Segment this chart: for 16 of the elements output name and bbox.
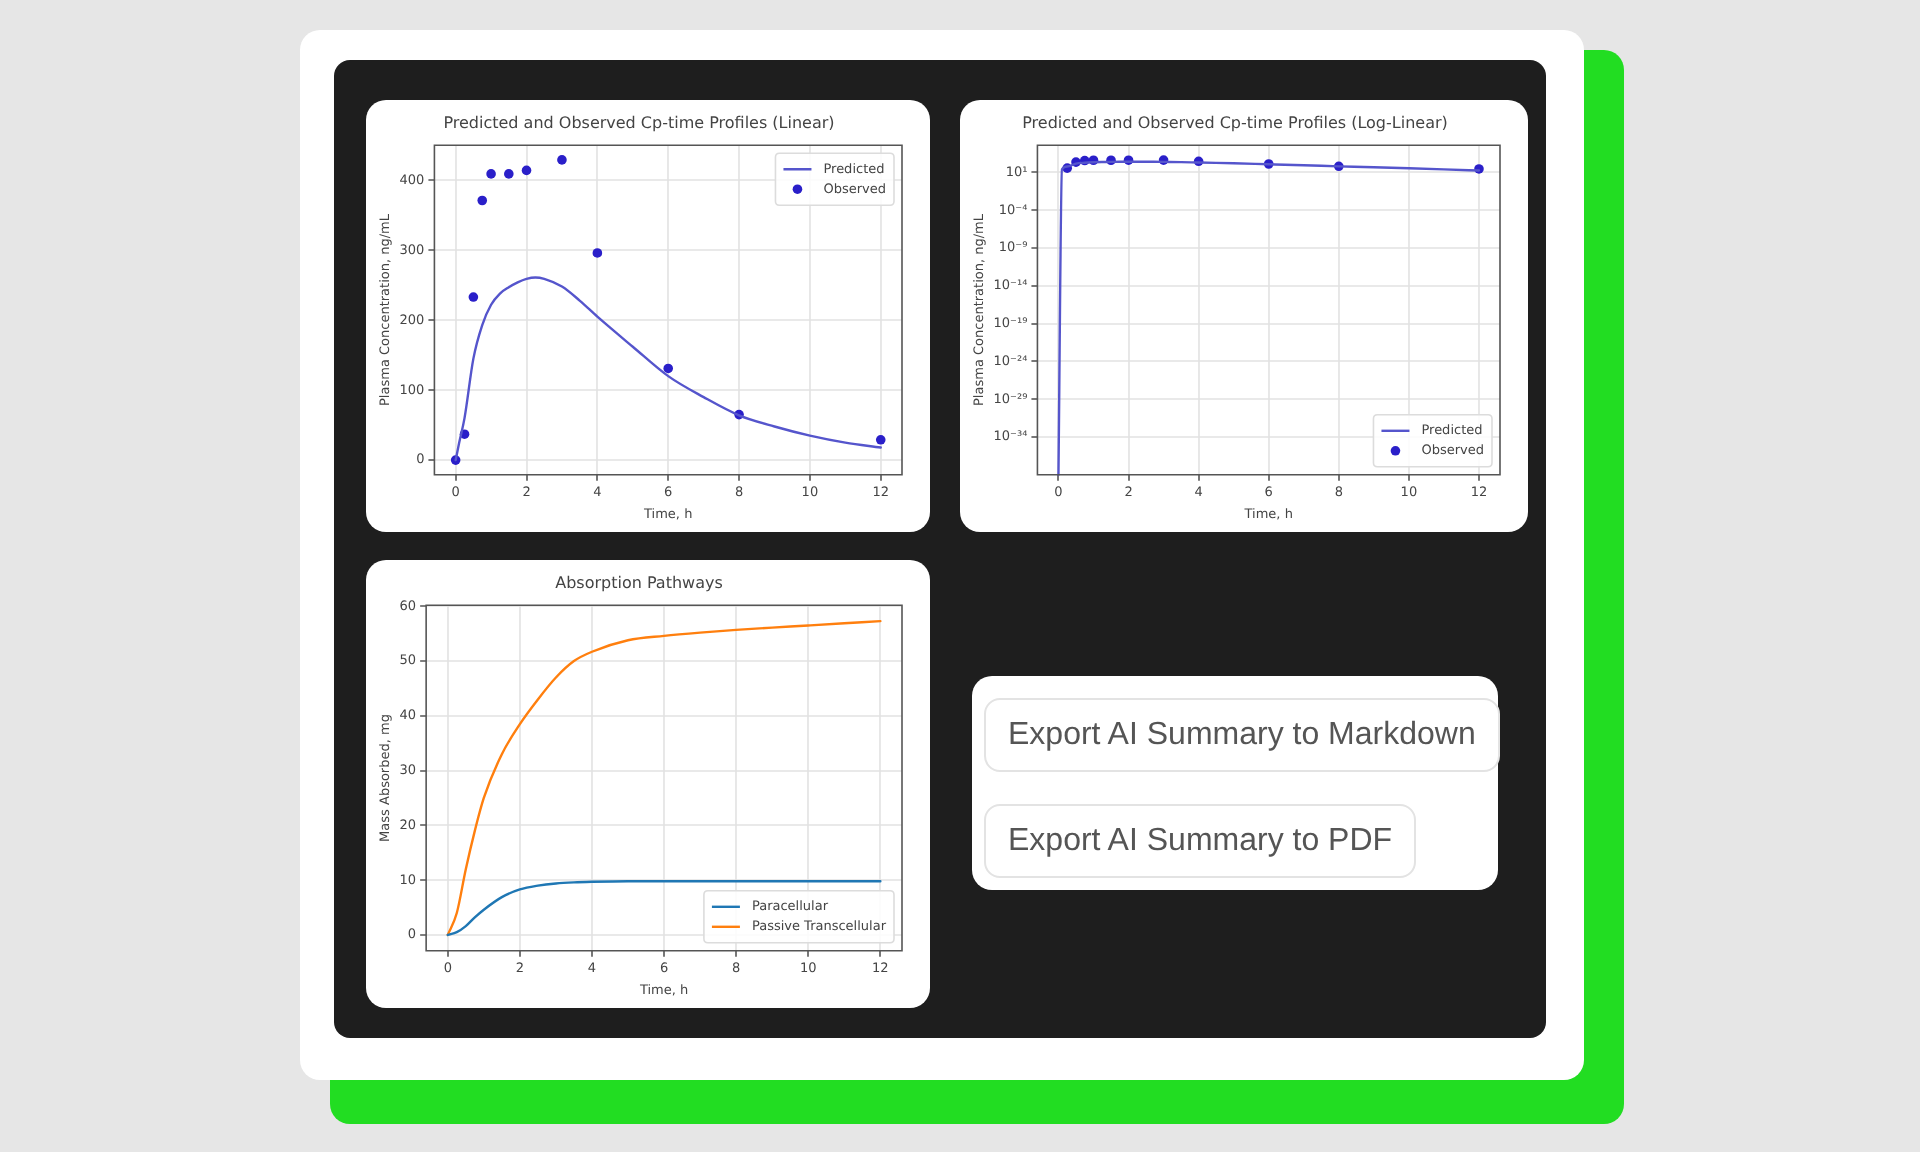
export-button: Export AI Summary to Markdown [984,698,1500,772]
line-series [446,880,882,937]
point [875,435,886,445]
point [504,169,514,179]
point [521,165,532,176]
point [663,363,674,374]
point [592,248,603,258]
point [477,195,488,206]
chart-title: Predicted and Observed Cp-time Profiles (Log-Linear) [1022,113,1448,132]
line-series [446,619,882,937]
point [468,292,479,302]
point [557,155,567,165]
point [486,169,496,179]
chart-title: Absorption Pathways [555,573,723,592]
chart-title: Predicted and Observed Cp-time Profiles (Linear) [443,113,835,132]
export-button: Export AI Summary to PDF [984,804,1417,878]
